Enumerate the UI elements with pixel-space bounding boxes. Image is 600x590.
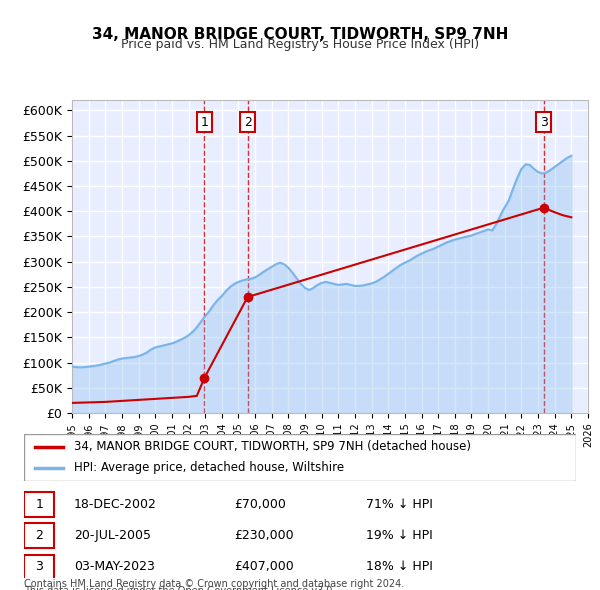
- FancyBboxPatch shape: [24, 434, 576, 481]
- Text: 18-DEC-2002: 18-DEC-2002: [74, 498, 157, 511]
- Text: Price paid vs. HM Land Registry's House Price Index (HPI): Price paid vs. HM Land Registry's House …: [121, 38, 479, 51]
- Text: 20-JUL-2005: 20-JUL-2005: [74, 529, 151, 542]
- Text: 03-MAY-2023: 03-MAY-2023: [74, 560, 155, 573]
- FancyBboxPatch shape: [24, 555, 55, 579]
- Text: 1: 1: [200, 116, 208, 129]
- Text: This data is licensed under the Open Government Licence v3.0.: This data is licensed under the Open Gov…: [24, 586, 335, 590]
- Text: £230,000: £230,000: [234, 529, 293, 542]
- Text: 2: 2: [244, 116, 251, 129]
- Text: 19% ↓ HPI: 19% ↓ HPI: [366, 529, 433, 542]
- FancyBboxPatch shape: [24, 523, 55, 548]
- Text: 18% ↓ HPI: 18% ↓ HPI: [366, 560, 433, 573]
- Text: HPI: Average price, detached house, Wiltshire: HPI: Average price, detached house, Wilt…: [74, 461, 344, 474]
- Text: 34, MANOR BRIDGE COURT, TIDWORTH, SP9 7NH (detached house): 34, MANOR BRIDGE COURT, TIDWORTH, SP9 7N…: [74, 440, 470, 453]
- Text: Contains HM Land Registry data © Crown copyright and database right 2024.: Contains HM Land Registry data © Crown c…: [24, 579, 404, 589]
- Text: 3: 3: [539, 116, 547, 129]
- Text: 2: 2: [35, 529, 43, 542]
- FancyBboxPatch shape: [24, 492, 55, 517]
- Text: 71% ↓ HPI: 71% ↓ HPI: [366, 498, 433, 511]
- Text: 1: 1: [35, 498, 43, 511]
- Text: 3: 3: [35, 560, 43, 573]
- Text: £407,000: £407,000: [234, 560, 293, 573]
- Text: £70,000: £70,000: [234, 498, 286, 511]
- Text: 34, MANOR BRIDGE COURT, TIDWORTH, SP9 7NH: 34, MANOR BRIDGE COURT, TIDWORTH, SP9 7N…: [92, 27, 508, 41]
